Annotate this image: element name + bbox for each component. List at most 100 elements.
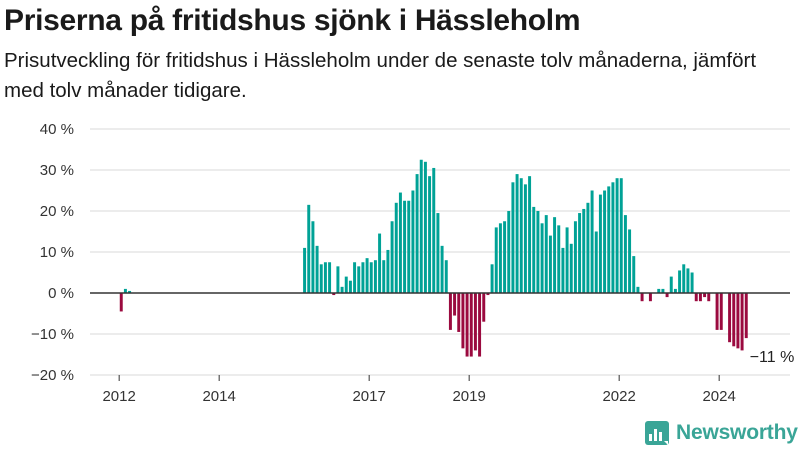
y-tick-label: 40 % [40, 121, 74, 138]
bar [490, 264, 494, 293]
bar [423, 161, 427, 293]
bar [361, 262, 365, 293]
bar [407, 200, 411, 293]
bar [528, 176, 532, 293]
bar [636, 286, 640, 293]
bar [523, 184, 527, 293]
y-tick-label: 20 % [40, 203, 74, 220]
bar [703, 293, 707, 298]
bar [640, 293, 644, 302]
bar [453, 293, 457, 316]
bar [719, 293, 723, 330]
bar [728, 293, 732, 343]
bar [386, 249, 390, 293]
bar [415, 174, 419, 293]
bar [544, 215, 548, 293]
bar [457, 293, 461, 332]
y-tick-label: 30 % [40, 162, 74, 179]
bar [411, 190, 415, 293]
bar [732, 293, 736, 347]
labels: −20 % −10 % 0 % 10 % 20 % 30 % 40 % 2012 2014 201… [31, 121, 794, 405]
bar [419, 159, 423, 293]
bar [394, 202, 398, 293]
bar [119, 293, 123, 312]
bar [532, 206, 536, 293]
bar [444, 260, 448, 293]
bar [715, 293, 719, 330]
bar [328, 262, 332, 293]
x-tick-label: 2022 [602, 388, 635, 405]
bar [336, 266, 340, 293]
bar [698, 293, 702, 302]
bar [707, 293, 711, 302]
bar [365, 258, 369, 293]
bar [582, 208, 586, 293]
y-tick-label: 10 % [40, 244, 74, 261]
bar [436, 213, 440, 293]
bar [369, 262, 373, 293]
bar [678, 270, 682, 293]
bar [332, 293, 336, 296]
bar [128, 290, 132, 293]
bar [307, 204, 311, 293]
bar [598, 194, 602, 293]
bar [603, 190, 607, 293]
bar [648, 293, 652, 302]
bar [573, 221, 577, 293]
bar [498, 223, 502, 293]
bar [357, 266, 361, 293]
bar [473, 293, 477, 351]
brand: Newsworthy [644, 420, 798, 446]
bar [403, 200, 407, 293]
bar [661, 288, 665, 293]
x-tick-label: 2012 [102, 388, 135, 405]
bar [623, 215, 627, 293]
bar [507, 211, 511, 293]
bar [736, 293, 740, 349]
bar [515, 174, 519, 293]
bar [319, 264, 323, 293]
brand-name: Newsworthy [676, 421, 798, 444]
bar [611, 182, 615, 293]
bar [590, 190, 594, 293]
y-tick-label: −10 % [31, 326, 74, 343]
bar [548, 235, 552, 293]
bar [511, 182, 515, 293]
bar [669, 276, 673, 293]
bar [578, 213, 582, 293]
bar [469, 293, 473, 357]
bar [657, 288, 661, 293]
x-tick-label: 2017 [352, 388, 385, 405]
bar [569, 243, 573, 293]
bar [378, 233, 382, 293]
bar [503, 221, 507, 293]
bar [682, 264, 686, 293]
x-tick-label: 2014 [202, 388, 235, 405]
bar [665, 293, 669, 298]
chart-subtitle: Prisutveckling för fritidshus i Hässleho… [4, 49, 757, 102]
bar [690, 272, 694, 293]
gridlines [90, 128, 790, 376]
bar [628, 229, 632, 293]
bar [482, 293, 486, 322]
bar [486, 293, 490, 296]
bar [519, 178, 523, 293]
bar [348, 280, 352, 293]
y-tick-label: −20 % [31, 367, 74, 384]
bar [632, 256, 636, 293]
bar [586, 202, 590, 293]
bar [440, 245, 444, 293]
bar [540, 223, 544, 293]
bar [619, 178, 623, 293]
last-value-label: −11 % [750, 349, 795, 366]
bar [461, 293, 465, 349]
bar [744, 293, 748, 339]
bar [694, 293, 698, 302]
bar [465, 293, 469, 357]
bar [565, 227, 569, 293]
bar [353, 262, 357, 293]
bar [686, 268, 690, 293]
bar [303, 247, 307, 293]
bar [607, 186, 611, 293]
bar [390, 221, 394, 293]
